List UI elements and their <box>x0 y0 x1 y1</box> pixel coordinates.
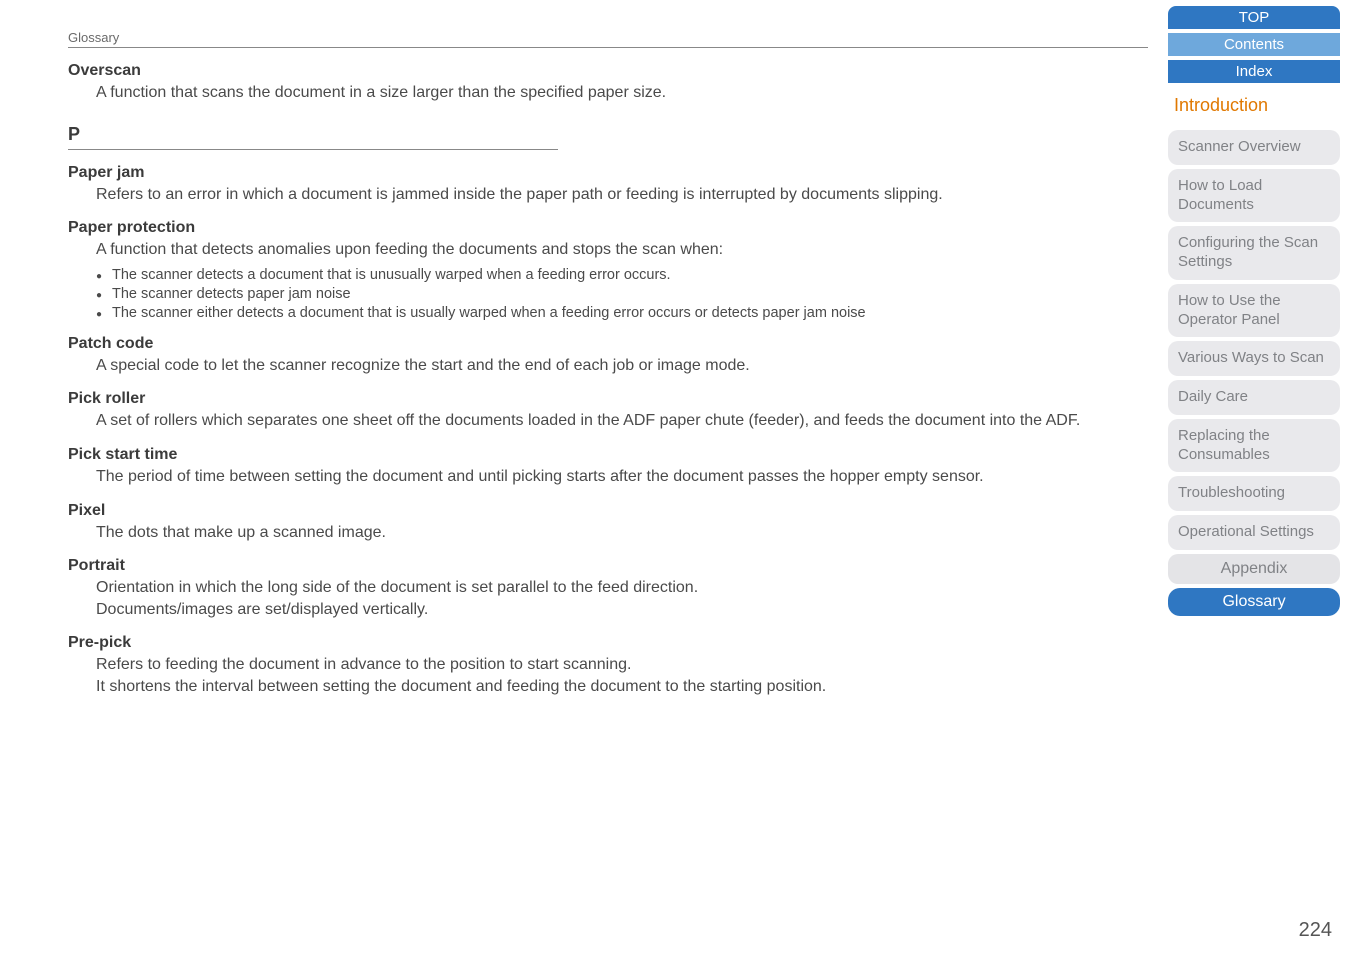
nav-top[interactable]: TOP <box>1168 6 1340 29</box>
def-patch-code: A special code to let the scanner recogn… <box>96 355 1148 377</box>
term-pick-roller: Pick roller <box>68 390 1148 408</box>
nav-daily-care[interactable]: Daily Care <box>1168 380 1340 415</box>
nav-introduction[interactable]: Introduction <box>1168 87 1340 126</box>
def-paper-protection: A function that detects anomalies upon f… <box>96 239 1148 261</box>
term-overscan: Overscan <box>68 62 1148 80</box>
term-pixel: Pixel <box>68 502 1148 520</box>
term-pre-pick: Pre-pick <box>68 634 1148 652</box>
term-patch-code: Patch code <box>68 335 1148 353</box>
nav-scanner-overview[interactable]: Scanner Overview <box>1168 130 1340 165</box>
page-number: 224 <box>1299 919 1332 942</box>
def-pick-start-time: The period of time between setting the d… <box>96 466 1148 488</box>
sidebar-nav: TOP Contents Index Introduction Scanner … <box>1168 6 1340 620</box>
bullet-item: The scanner detects paper jam noise <box>96 286 1148 302</box>
nav-configuring-scan[interactable]: Configuring the Scan Settings <box>1168 226 1340 280</box>
nav-contents[interactable]: Contents <box>1168 33 1340 56</box>
nav-troubleshooting[interactable]: Troubleshooting <box>1168 476 1340 511</box>
bullet-item: The scanner either detects a document th… <box>96 305 1148 321</box>
def-pixel: The dots that make up a scanned image. <box>96 522 1148 544</box>
term-pick-start-time: Pick start time <box>68 446 1148 464</box>
nav-various-ways[interactable]: Various Ways to Scan <box>1168 341 1340 376</box>
def-pre-pick: Refers to feeding the document in advanc… <box>96 654 1148 697</box>
bullet-item: The scanner detects a document that is u… <box>96 267 1148 283</box>
def-portrait: Orientation in which the long side of th… <box>96 577 1148 620</box>
breadcrumb: Glossary <box>68 30 1148 48</box>
section-letter-p: P <box>68 124 558 150</box>
nav-index[interactable]: Index <box>1168 60 1340 83</box>
def-overscan: A function that scans the document in a … <box>96 82 1148 104</box>
nav-how-to-load[interactable]: How to Load Documents <box>1168 169 1340 223</box>
def-paper-jam: Refers to an error in which a document i… <box>96 184 1148 206</box>
term-portrait: Portrait <box>68 557 1148 575</box>
nav-replacing-consumables[interactable]: Replacing the Consumables <box>1168 419 1340 473</box>
nav-operator-panel[interactable]: How to Use the Operator Panel <box>1168 284 1340 338</box>
def-pick-roller: A set of rollers which separates one she… <box>96 410 1148 432</box>
nav-operational-settings[interactable]: Operational Settings <box>1168 515 1340 550</box>
paper-protection-bullets: The scanner detects a document that is u… <box>96 267 1148 321</box>
term-paper-protection: Paper protection <box>68 219 1148 237</box>
nav-glossary[interactable]: Glossary <box>1168 588 1340 616</box>
nav-appendix[interactable]: Appendix <box>1168 554 1340 584</box>
term-paper-jam: Paper jam <box>68 164 1148 182</box>
